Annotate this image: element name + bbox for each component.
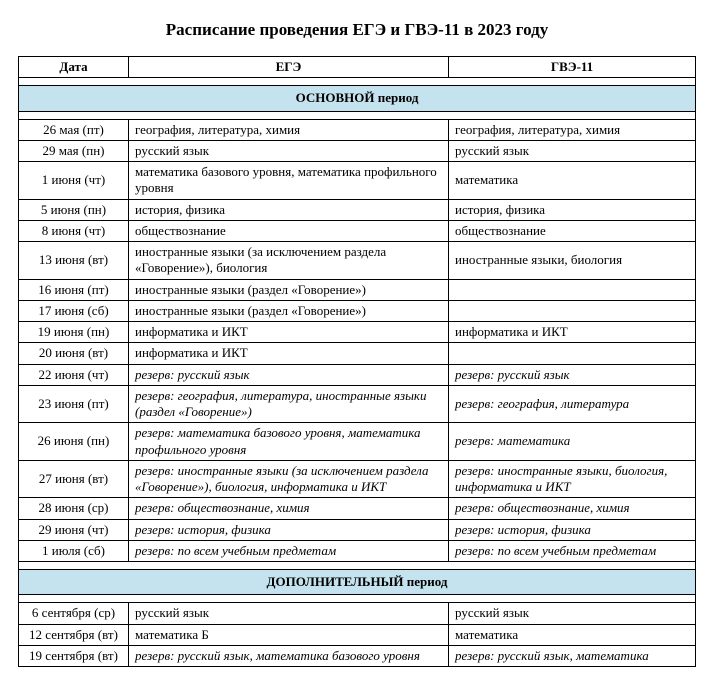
cell-ege: информатика и ИКТ	[129, 322, 449, 343]
spacer-row	[19, 562, 696, 570]
spacer-row	[19, 78, 696, 86]
cell-gve: резерв: география, литература	[449, 385, 696, 423]
table-row: 27 июня (вт)резерв: иностранные языки (з…	[19, 460, 696, 498]
cell-gve: обществознание	[449, 220, 696, 241]
cell-gve: история, физика	[449, 199, 696, 220]
cell-date: 23 июня (пт)	[19, 385, 129, 423]
cell-ege: математика базового уровня, математика п…	[129, 162, 449, 200]
cell-ege: история, физика	[129, 199, 449, 220]
table-row: 8 июня (чт)обществознаниеобществознание	[19, 220, 696, 241]
section-main-row: ОСНОВНОЙ период	[19, 86, 696, 111]
table-row: 6 сентября (ср)русский языкрусский язык	[19, 603, 696, 624]
table-row: 16 июня (пт)иностранные языки (раздел «Г…	[19, 279, 696, 300]
table-body: ОСНОВНОЙ период 26 мая (пт)география, ли…	[19, 78, 696, 562]
col-date-header: Дата	[19, 57, 129, 78]
cell-gve: информатика и ИКТ	[449, 322, 696, 343]
cell-date: 6 сентября (ср)	[19, 603, 129, 624]
cell-ege: русский язык	[129, 603, 449, 624]
table-body-extra: ДОПОЛНИТЕЛЬНЫЙ период 6 сентября (ср)рус…	[19, 562, 696, 667]
cell-ege: математика Б	[129, 624, 449, 645]
table-row: 20 июня (вт)информатика и ИКТ	[19, 343, 696, 364]
cell-gve: география, литература, химия	[449, 119, 696, 140]
cell-ege: резерв: математика базового уровня, мате…	[129, 423, 449, 461]
section-extra-label: ДОПОЛНИТЕЛЬНЫЙ период	[19, 570, 696, 595]
table-row: 1 июня (чт)математика базового уровня, м…	[19, 162, 696, 200]
col-gve-header: ГВЭ-11	[449, 57, 696, 78]
table-row: 29 июня (чт)резерв: история, физикарезер…	[19, 519, 696, 540]
cell-ege: русский язык	[129, 140, 449, 161]
cell-ege: информатика и ИКТ	[129, 343, 449, 364]
cell-date: 22 июня (чт)	[19, 364, 129, 385]
cell-gve	[449, 300, 696, 321]
section-main-label: ОСНОВНОЙ период	[19, 86, 696, 111]
table-header-row: Дата ЕГЭ ГВЭ-11	[19, 57, 696, 78]
table-row: 1 июля (сб)резерв: по всем учебным предм…	[19, 540, 696, 561]
cell-date: 28 июня (ср)	[19, 498, 129, 519]
cell-ege: иностранные языки (за исключением раздел…	[129, 242, 449, 280]
table-row: 12 сентября (вт)математика Бматематика	[19, 624, 696, 645]
cell-ege: резерв: история, физика	[129, 519, 449, 540]
table-row: 28 июня (ср)резерв: обществознание, хими…	[19, 498, 696, 519]
cell-date: 17 июня (сб)	[19, 300, 129, 321]
cell-date: 26 июня (пн)	[19, 423, 129, 461]
cell-gve: резерв: обществознание, химия	[449, 498, 696, 519]
cell-date: 29 мая (пн)	[19, 140, 129, 161]
table-row: 26 мая (пт)география, литература, химияг…	[19, 119, 696, 140]
spacer-row	[19, 111, 696, 119]
cell-date: 16 июня (пт)	[19, 279, 129, 300]
cell-date: 27 июня (вт)	[19, 460, 129, 498]
cell-gve: резерв: русский язык	[449, 364, 696, 385]
cell-ege: резерв: по всем учебным предметам	[129, 540, 449, 561]
table-row: 23 июня (пт)резерв: география, литератур…	[19, 385, 696, 423]
cell-ege: резерв: русский язык, математика базовог…	[129, 645, 449, 666]
cell-date: 1 июня (чт)	[19, 162, 129, 200]
cell-ege: резерв: русский язык	[129, 364, 449, 385]
cell-gve: резерв: математика	[449, 423, 696, 461]
cell-gve	[449, 279, 696, 300]
cell-ege: иностранные языки (раздел «Говорение»)	[129, 300, 449, 321]
col-ege-header: ЕГЭ	[129, 57, 449, 78]
schedule-table: Дата ЕГЭ ГВЭ-11 ОСНОВНОЙ период 26 мая (…	[18, 56, 696, 667]
table-row: 17 июня (сб)иностранные языки (раздел «Г…	[19, 300, 696, 321]
cell-date: 8 июня (чт)	[19, 220, 129, 241]
table-row: 22 июня (чт)резерв: русский языкрезерв: …	[19, 364, 696, 385]
page-title: Расписание проведения ЕГЭ и ГВЭ-11 в 202…	[18, 20, 696, 40]
cell-date: 13 июня (вт)	[19, 242, 129, 280]
cell-gve: резерв: история, физика	[449, 519, 696, 540]
cell-ege: резерв: обществознание, химия	[129, 498, 449, 519]
cell-gve: резерв: иностранные языки, биология, инф…	[449, 460, 696, 498]
cell-date: 29 июня (чт)	[19, 519, 129, 540]
cell-gve: русский язык	[449, 140, 696, 161]
table-row: 13 июня (вт)иностранные языки (за исключ…	[19, 242, 696, 280]
cell-ege: иностранные языки (раздел «Говорение»)	[129, 279, 449, 300]
cell-gve: резерв: по всем учебным предметам	[449, 540, 696, 561]
cell-date: 12 сентября (вт)	[19, 624, 129, 645]
cell-gve: резерв: русский язык, математика	[449, 645, 696, 666]
table-row: 29 мая (пн)русский языкрусский язык	[19, 140, 696, 161]
cell-ege: обществознание	[129, 220, 449, 241]
cell-gve: русский язык	[449, 603, 696, 624]
table-row: 19 июня (пн)информатика и ИКТинформатика…	[19, 322, 696, 343]
cell-ege: резерв: география, литература, иностранн…	[129, 385, 449, 423]
cell-ege: география, литература, химия	[129, 119, 449, 140]
cell-gve: математика	[449, 624, 696, 645]
table-row: 5 июня (пн)история, физикаистория, физик…	[19, 199, 696, 220]
cell-gve: иностранные языки, биология	[449, 242, 696, 280]
table-row: 19 сентября (вт)резерв: русский язык, ма…	[19, 645, 696, 666]
spacer-row	[19, 595, 696, 603]
cell-date: 5 июня (пн)	[19, 199, 129, 220]
cell-date: 19 сентября (вт)	[19, 645, 129, 666]
cell-gve	[449, 343, 696, 364]
section-extra-row: ДОПОЛНИТЕЛЬНЫЙ период	[19, 570, 696, 595]
cell-date: 26 мая (пт)	[19, 119, 129, 140]
cell-date: 20 июня (вт)	[19, 343, 129, 364]
cell-date: 1 июля (сб)	[19, 540, 129, 561]
cell-date: 19 июня (пн)	[19, 322, 129, 343]
table-row: 26 июня (пн)резерв: математика базового …	[19, 423, 696, 461]
cell-ege: резерв: иностранные языки (за исключение…	[129, 460, 449, 498]
cell-gve: математика	[449, 162, 696, 200]
